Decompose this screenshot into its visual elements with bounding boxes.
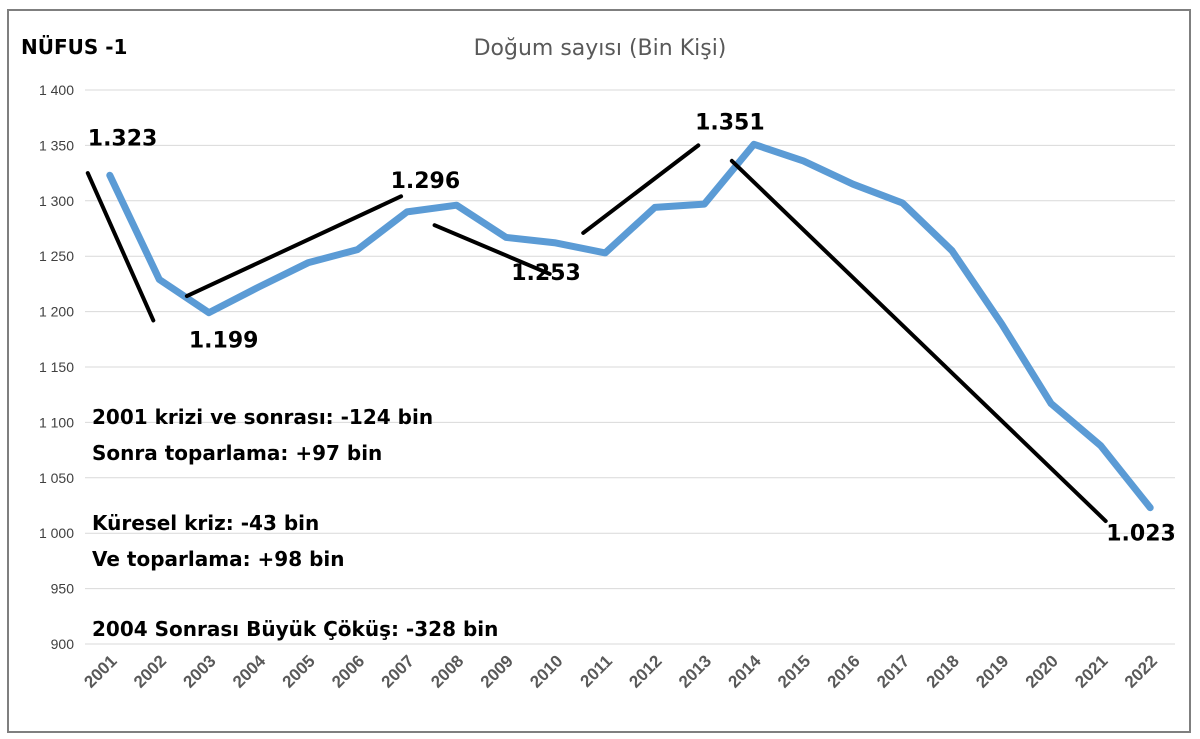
x-tick-label: 2019: [972, 651, 1012, 691]
data-point: [206, 310, 211, 315]
y-tick-label: 1 250: [39, 248, 74, 264]
data-point: [454, 203, 459, 208]
x-tick-label: 2017: [873, 651, 913, 691]
chart-title: Doğum sayısı (Bin Kişi): [474, 36, 727, 61]
x-tick-label: 2015: [774, 651, 814, 691]
x-tick-label: 2004: [229, 651, 270, 692]
x-tick-label: 2012: [625, 651, 665, 691]
data-point: [999, 321, 1004, 326]
y-tick-label: 1 200: [39, 304, 74, 320]
x-tick-label: 2013: [675, 651, 715, 691]
trend-line: [581, 143, 701, 235]
data-point: [157, 277, 162, 282]
y-tick-label: 1 350: [39, 137, 74, 153]
x-tick-label: 2022: [1121, 651, 1161, 691]
trend-line: [432, 223, 552, 276]
data-point: [603, 250, 608, 255]
annotation: Küresel kriz: -43 bin: [92, 511, 319, 535]
data-point: [355, 247, 360, 252]
data-point: [553, 240, 558, 245]
annotation: Ve toparlama: +98 bin: [92, 547, 345, 571]
x-tick-label: 2010: [526, 651, 566, 691]
y-tick-label: 950: [51, 581, 75, 597]
data-point: [504, 235, 509, 240]
section-tag: NÜFUS -1: [21, 35, 128, 59]
data-point: [107, 173, 112, 178]
data-point: [950, 248, 955, 253]
data-label: 1.199: [189, 329, 259, 354]
data-point: [305, 260, 310, 265]
series-line: [106, 140, 1154, 512]
data-point: [1098, 443, 1103, 448]
trend-line: [85, 171, 156, 323]
trend-line: [184, 194, 404, 299]
data-point: [900, 201, 905, 206]
y-tick-label: 1 300: [39, 193, 74, 209]
data-point: [751, 142, 756, 147]
y-tick-label: 1 100: [39, 414, 74, 430]
y-tick-label: 1 050: [39, 470, 74, 486]
x-tick-label: 2008: [427, 651, 467, 691]
x-tick-label: 2021: [1071, 651, 1111, 691]
data-point: [850, 182, 855, 187]
x-tick-label: 2001: [80, 651, 120, 691]
trend-line: [729, 158, 1108, 524]
y-tick-label: 1 000: [39, 525, 74, 541]
data-label: 1.296: [391, 169, 461, 194]
annotation: 2004 Sonrası Büyük Çöküş: -328 bin: [92, 617, 498, 641]
data-label: 1.023: [1106, 522, 1176, 547]
data-point: [652, 205, 657, 210]
x-tick-label: 2016: [824, 651, 864, 691]
x-tick-label: 2020: [1022, 651, 1062, 691]
x-tick-label: 2006: [328, 651, 368, 691]
x-tick-label: 2009: [477, 651, 517, 691]
y-tick-label: 1 400: [39, 82, 74, 98]
annotation: Sonra toparlama: +97 bin: [92, 441, 382, 465]
annotation: 2001 krizi ve sonrası: -124 bin: [92, 405, 433, 429]
y-tick-label: 900: [51, 636, 75, 652]
data-point: [801, 158, 806, 163]
data-point: [702, 202, 707, 207]
data-label: 1.323: [88, 126, 158, 151]
x-tick-label: 2018: [923, 651, 963, 691]
x-tick-label: 2011: [577, 651, 617, 691]
chart-frame: NÜFUS -1 Doğum sayısı (Bin Kişi) 900 950 1 …: [7, 9, 1191, 733]
line-chart: Doğum sayısı (Bin Kişi) 900 950 1 000 1 050 1…: [39, 36, 1176, 692]
x-tick-label: 2002: [130, 651, 170, 691]
data-label: 1.351: [695, 110, 765, 135]
data-point: [1049, 401, 1054, 406]
y-tick-label: 1 150: [39, 359, 74, 375]
x-tick-label: 2007: [378, 651, 418, 691]
x-tick-label: 2005: [279, 651, 319, 691]
data-point: [256, 285, 261, 290]
data-point: [1148, 505, 1153, 510]
x-tick-label: 2003: [180, 651, 220, 691]
data-label: 1.253: [511, 261, 581, 286]
x-tick-label: 2014: [725, 651, 766, 692]
data-point: [405, 209, 410, 214]
